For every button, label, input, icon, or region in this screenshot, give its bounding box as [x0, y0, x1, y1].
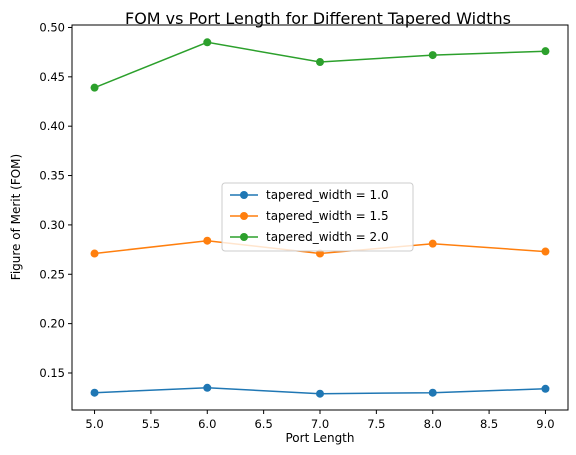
- y-tick-label: 0.30: [39, 218, 65, 232]
- data-point-s1-4: [428, 388, 437, 397]
- y-tick-label: 0.40: [39, 119, 65, 133]
- data-point-s1-3: [316, 389, 324, 398]
- data-point-s1-1: [90, 388, 99, 397]
- legend-label-2: tapered_width = 1.5: [266, 209, 389, 223]
- x-axis-ticks: 5.0 5.5 6.0 6.5 7.0 7.5 8.0 8.5 9.0: [85, 410, 555, 431]
- legend-marker-2: [240, 212, 248, 220]
- y-tick-label: 0.50: [39, 20, 65, 34]
- x-tick-label: 6.5: [254, 417, 272, 431]
- data-point-s3-3: [316, 58, 324, 67]
- y-tick-label: 0.15: [39, 366, 65, 380]
- data-point-s3-2: [203, 38, 212, 47]
- x-tick-label: 5.5: [142, 417, 160, 431]
- y-axis-ticks: 0.15 0.20 0.25 0.30 0.35 0.40 0.45 0.50: [39, 20, 72, 380]
- data-point-s2-4: [428, 239, 437, 248]
- y-axis-label: Figure of Merit (FOM): [9, 154, 23, 280]
- chart-title: FOM vs Port Length for Different Tapered…: [125, 9, 511, 28]
- x-tick-label: 8.5: [480, 417, 498, 431]
- series-layer: [90, 38, 550, 398]
- y-tick-label: 0.35: [39, 169, 65, 183]
- x-axis-label: Port Length: [286, 431, 355, 445]
- x-tick-label: 5.0: [85, 417, 103, 431]
- data-point-s3-5: [541, 47, 550, 56]
- legend-marker-3: [240, 233, 248, 241]
- x-tick-label: 7.0: [311, 417, 329, 431]
- data-point-s2-5: [541, 247, 550, 256]
- data-point-s2-1: [90, 249, 99, 258]
- legend-label-3: tapered_width = 2.0: [266, 230, 389, 244]
- legend: tapered_width = 1.0 tapered_width = 1.5 ta…: [221, 182, 414, 252]
- legend-marker-1: [240, 191, 248, 199]
- x-tick-label: 7.5: [367, 417, 385, 431]
- legend-box: [221, 182, 414, 252]
- data-point-s1-5: [541, 384, 550, 393]
- data-point-s1-2: [203, 383, 212, 392]
- data-point-s3-1: [90, 83, 99, 92]
- x-tick-label: 8.0: [424, 417, 442, 431]
- data-point-s2-2: [203, 236, 212, 245]
- x-tick-label: 6.0: [198, 417, 216, 431]
- legend-label-1: tapered_width = 1.0: [266, 188, 389, 202]
- y-tick-label: 0.45: [39, 70, 65, 84]
- y-tick-label: 0.20: [39, 317, 65, 331]
- data-point-s3-4: [428, 51, 437, 60]
- y-tick-label: 0.25: [39, 267, 65, 281]
- data-point-s2-3: [316, 249, 324, 258]
- x-tick-label: 9.0: [536, 417, 554, 431]
